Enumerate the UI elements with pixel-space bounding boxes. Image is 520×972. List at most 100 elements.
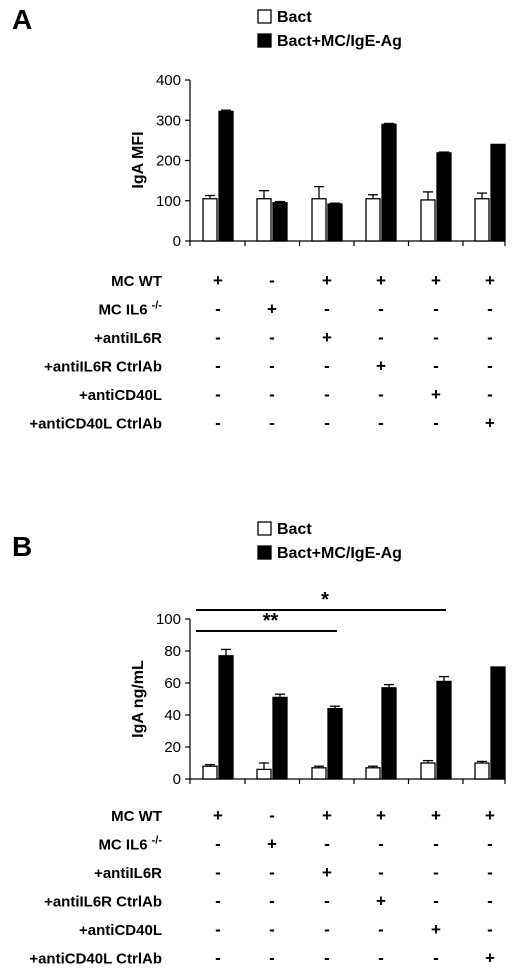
treatment-mark: - [324,892,330,911]
treatment-row-label: MC IL6 -/- [98,835,162,854]
treatment-mark: + [485,414,495,433]
treatment-mark: - [487,920,493,939]
bar-bact-3 [311,767,327,780]
treatment-mark: + [376,806,386,825]
treatment-row-label: +antiCD40L CtrlAb [29,951,162,968]
bar-bact-6 [474,198,490,242]
treatment-mark: - [433,949,439,968]
treatment-mark: + [485,806,495,825]
significance-label: ** [263,610,279,632]
treatment-mark: - [269,949,275,968]
treatment-mark: - [215,863,221,882]
treatment-mark: + [431,806,441,825]
treatment-row-label: +antiIL6R [94,330,162,347]
legend-swatch-bact-mc [257,545,272,560]
treatment-row-label: MC IL6 -/- [98,300,162,319]
bar-bact-mc-6 [490,666,506,780]
treatment-row-label: +antiCD40L [79,922,162,939]
treatment-mark: + [376,357,386,376]
legend-label: Bact [277,521,312,538]
treatment-mark: - [215,357,221,376]
legend-label: Bact [277,9,312,26]
treatment-mark: - [324,835,330,854]
treatment-mark: - [324,357,330,376]
treatment-mark: - [215,920,221,939]
bar-bact-2 [256,768,272,780]
treatment-mark: - [378,414,384,433]
treatment-mark: + [322,863,332,882]
treatment-mark: - [433,414,439,433]
panel-b-letter: B [12,531,33,562]
treatment-mark: - [433,892,439,911]
treatment-mark: - [487,300,493,319]
treatment-mark: - [378,835,384,854]
y-tick-label: 200 [156,153,181,170]
treatment-mark: - [324,385,330,404]
bar-bact-mc-2 [272,202,288,242]
legend-label: Bact+MC/IgE-Ag [277,33,402,50]
bar-bact-mc-1 [218,655,234,780]
legend-swatch-bact [257,521,272,536]
y-tick-label: 100 [156,193,181,210]
treatment-row-label: +antiCD40L CtrlAb [29,416,162,433]
treatment-mark: - [378,385,384,404]
treatment-mark: + [322,806,332,825]
treatment-mark: - [269,271,275,290]
bar-bact-3 [311,198,327,242]
y-tick-label: 60 [164,675,181,692]
treatment-mark: - [378,328,384,347]
treatment-mark: + [213,271,223,290]
treatment-mark: + [267,835,277,854]
bar-bact-6 [474,762,490,780]
treatment-mark: - [215,328,221,347]
treatment-mark: - [487,357,493,376]
treatment-mark: - [215,949,221,968]
treatment-mark: + [431,271,441,290]
treatment-mark: - [324,300,330,319]
treatment-mark: - [269,357,275,376]
treatment-mark: - [433,835,439,854]
significance-label: * [321,589,329,611]
treatment-mark: - [433,328,439,347]
y-axis-label: IgA MFI [130,131,147,188]
y-tick-label: 40 [164,707,181,724]
bar-bact-1 [202,765,218,780]
bar-bact-mc-1 [218,110,234,242]
legend-swatch-bact [257,9,272,24]
treatment-mark: - [269,920,275,939]
treatment-mark: - [487,385,493,404]
treatment-mark: - [433,300,439,319]
treatment-row-label: +antiIL6R CtrlAb [44,894,162,911]
y-axis-label: IgA ng/mL [130,660,147,738]
bar-bact-mc-3 [327,203,343,242]
treatment-mark: - [215,835,221,854]
bar-bact-mc-5 [436,680,452,780]
treatment-mark: - [324,414,330,433]
bar-bact-4 [365,767,381,780]
treatment-mark: - [487,892,493,911]
treatment-mark: - [378,863,384,882]
bar-bact-5 [420,762,436,780]
treatment-mark: - [487,863,493,882]
treatment-mark: - [215,385,221,404]
bar-bact-mc-2 [272,696,288,780]
treatment-row-label: +antiIL6R [94,865,162,882]
panel-a-letter: A [12,4,33,35]
treatment-mark: - [269,892,275,911]
treatment-mark: - [378,300,384,319]
bar-bact-mc-5 [436,152,452,242]
treatment-mark: + [213,806,223,825]
treatment-mark: + [322,271,332,290]
treatment-mark: - [269,385,275,404]
y-tick-label: 20 [164,739,181,756]
treatment-mark: + [267,300,277,319]
bar-bact-mc-3 [327,707,343,780]
treatment-mark: + [431,385,441,404]
treatment-mark: - [215,300,221,319]
treatment-mark: - [269,806,275,825]
y-tick-label: 0 [173,771,181,788]
treatment-row-label: +antiIL6R CtrlAb [44,359,162,376]
treatment-row-label: +antiCD40L [79,387,162,404]
treatment-mark: - [269,414,275,433]
